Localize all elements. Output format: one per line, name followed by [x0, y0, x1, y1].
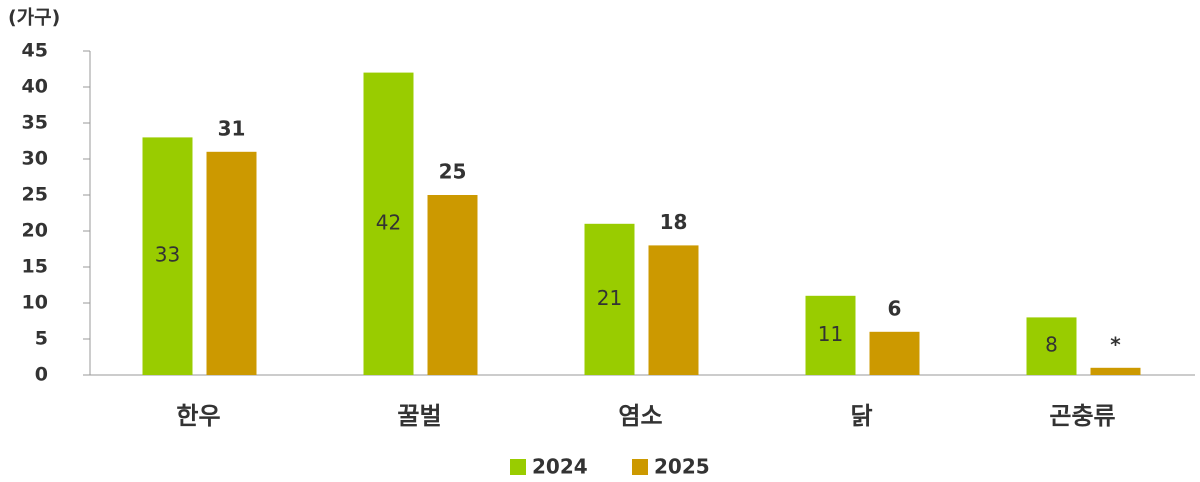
bar: [805, 295, 856, 375]
value-label: 33: [155, 243, 180, 267]
value-label: 21: [597, 286, 622, 310]
bar: [363, 72, 414, 375]
legend-swatch: [510, 459, 526, 475]
value-label: 25: [439, 160, 467, 184]
value-label: 8: [1045, 333, 1058, 357]
y-tick-label: 15: [22, 256, 48, 278]
y-tick-label: 0: [35, 364, 48, 386]
bar: [206, 151, 257, 375]
value-label: 31: [218, 116, 246, 140]
y-tick-label: 25: [22, 184, 48, 206]
y-axis-label: (가구): [8, 7, 60, 29]
bar: [1026, 317, 1077, 375]
y-tick-label: 30: [22, 148, 48, 170]
x-tick-label: 곤충류: [1049, 402, 1115, 430]
y-tick-label: 35: [22, 112, 48, 134]
y-tick-label: 5: [35, 328, 48, 350]
x-tick-label: 염소: [618, 402, 662, 430]
x-tick-label: 꿀벌: [397, 402, 441, 430]
bar: [1090, 367, 1141, 375]
bar: [142, 137, 193, 375]
y-tick-label: 45: [22, 40, 48, 62]
legend-label: 2024: [532, 455, 588, 479]
value-label: *: [1110, 332, 1121, 356]
y-tick-label: 40: [22, 76, 48, 98]
value-label: 11: [818, 322, 843, 346]
value-label: 6: [888, 296, 902, 320]
bar: [648, 245, 699, 375]
value-label: 42: [376, 210, 401, 234]
bar: [869, 331, 920, 375]
y-tick-label: 10: [22, 292, 48, 314]
x-tick-label: 닭: [850, 402, 872, 430]
x-tick-label: 한우: [176, 402, 220, 430]
legend-label: 2025: [654, 455, 710, 479]
y-tick-label: 20: [22, 220, 48, 242]
legend-swatch: [632, 459, 648, 475]
bar: [427, 195, 478, 375]
value-label: 18: [660, 210, 688, 234]
bar: [584, 223, 635, 375]
